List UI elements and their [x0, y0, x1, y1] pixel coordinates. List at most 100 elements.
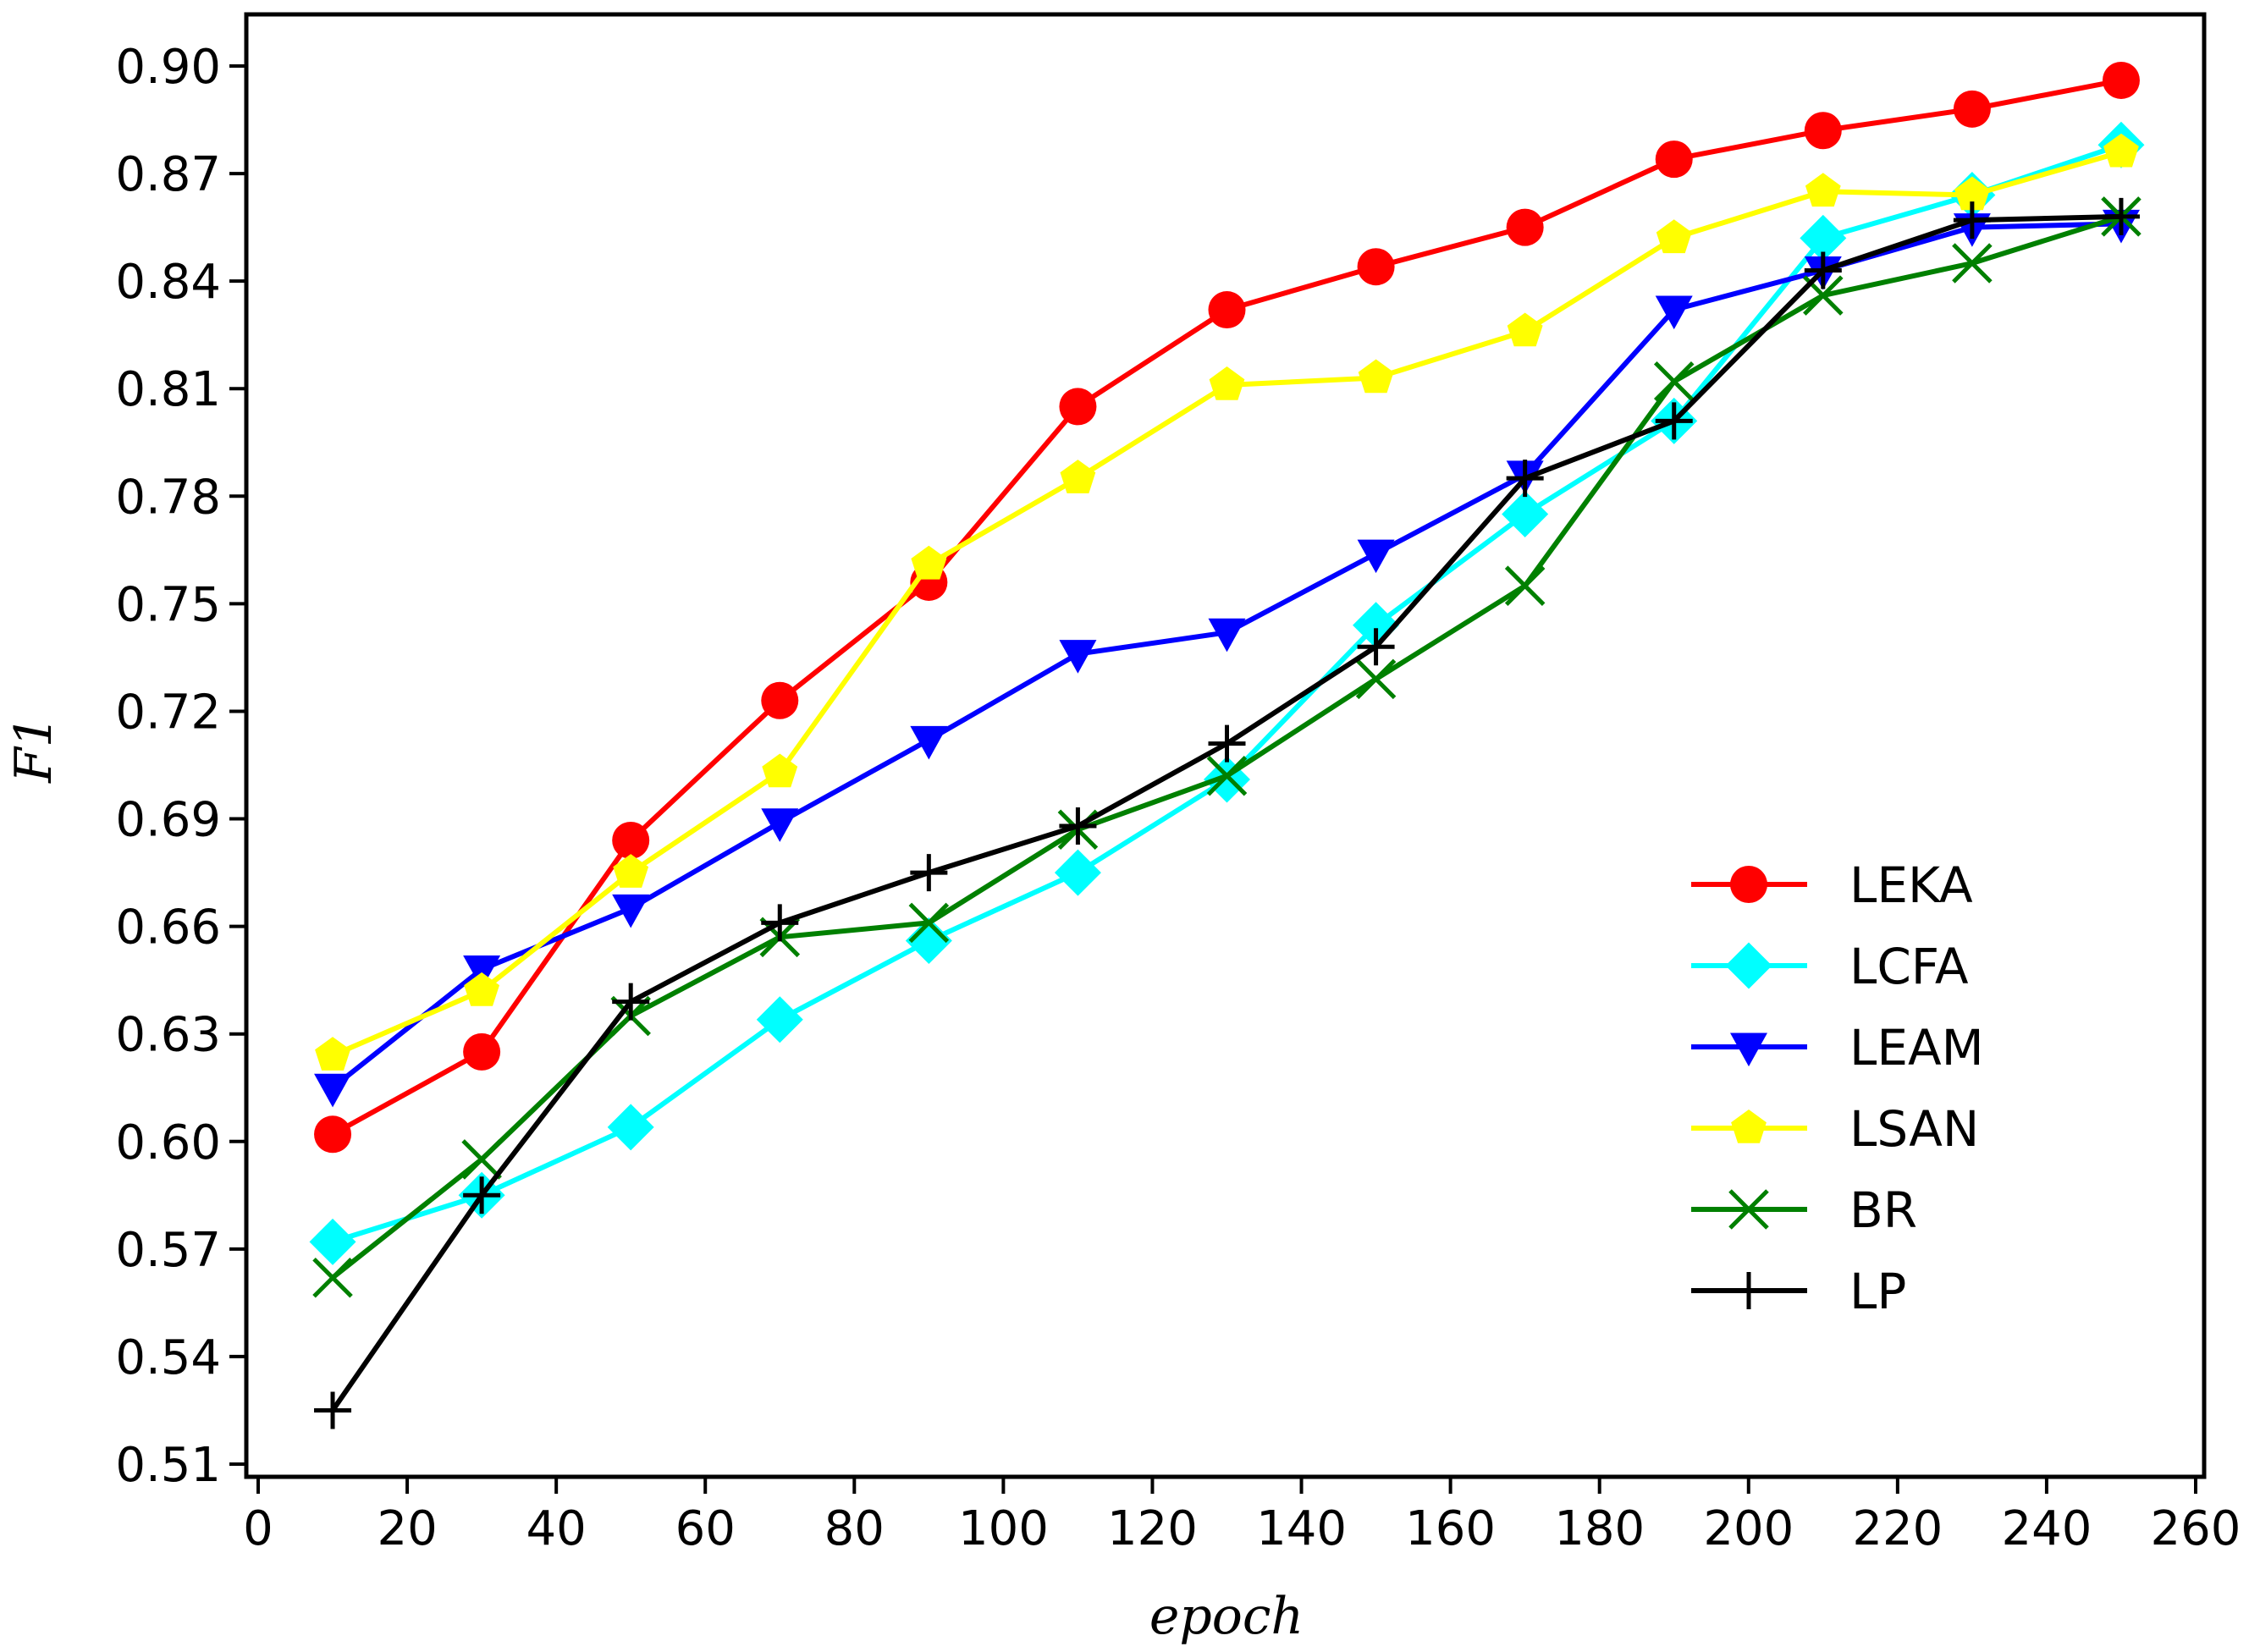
data-point-leka	[463, 1032, 501, 1071]
y-tick-label: 0.72	[115, 685, 221, 740]
data-point-lsan	[2103, 133, 2139, 168]
x-tick-label: 260	[2151, 1501, 2241, 1556]
x-tick-label: 100	[958, 1501, 1049, 1556]
data-point-br	[1653, 361, 1695, 402]
data-point-leam	[463, 955, 501, 989]
series-leka	[314, 61, 2140, 1154]
data-point-lsan	[1507, 312, 1543, 347]
x-tick-label: 120	[1107, 1501, 1198, 1556]
x-tick-label: 40	[526, 1501, 587, 1556]
data-point-lsan	[1060, 460, 1096, 493]
legend-marker-br	[1728, 1189, 1769, 1230]
data-point-lsan	[1954, 176, 1990, 211]
x-tick-label: 80	[824, 1501, 885, 1556]
y-axis: 0.51 0.54 0.57 0.60 0.63 0.66 0.69 0.72 0.75 0.78…	[115, 40, 246, 1493]
data-point-lcfa	[756, 996, 803, 1044]
data-point-leka	[1953, 90, 1991, 128]
legend-item-leka: LEKA	[1691, 856, 1973, 914]
data-point-leka	[1208, 291, 1246, 329]
y-tick-label: 0.54	[115, 1330, 221, 1385]
y-tick-label: 0.90	[115, 40, 221, 95]
legend-label: BR	[1849, 1181, 1917, 1239]
legend-item-lsan: LSAN	[1691, 1100, 1979, 1158]
data-point-br	[908, 902, 950, 944]
data-point-leka	[1804, 112, 1842, 150]
legend-label: LEAM	[1849, 1019, 1984, 1077]
legend-item-leam: LEAM	[1691, 1019, 1984, 1077]
data-point-br	[1355, 658, 1397, 700]
data-point-br	[461, 1139, 502, 1180]
x-tick-label: 180	[1554, 1501, 1645, 1556]
y-tick-label: 0.75	[115, 577, 221, 632]
data-point-leam	[1208, 618, 1246, 653]
x-axis: 0 20 40 60 80 100 120 140 160 180 200 220 240 260	[243, 1477, 2241, 1556]
data-point-leka	[612, 821, 650, 859]
x-tick-label: 240	[2001, 1501, 2092, 1556]
data-point-br	[1952, 243, 1993, 284]
series-lp	[314, 197, 2140, 1429]
legend-item-lcfa: LCFA	[1691, 938, 1969, 995]
data-point-leka	[1357, 248, 1395, 286]
x-tick-label: 0	[243, 1501, 273, 1556]
data-point-lsan	[911, 545, 947, 580]
data-point-lsan	[1358, 359, 1394, 394]
data-point-leam	[761, 808, 799, 842]
x-tick-label: 220	[1852, 1501, 1943, 1556]
data-point-leka	[1059, 388, 1097, 426]
y-tick-label: 0.78	[115, 470, 221, 525]
y-tick-label: 0.81	[115, 362, 221, 417]
data-point-lp	[1357, 628, 1395, 666]
data-point-leam	[612, 894, 650, 928]
plot-area	[309, 61, 2145, 1429]
legend-item-lp: LP	[1691, 1263, 1906, 1320]
data-point-lp	[1953, 201, 1991, 240]
y-tick-label: 0.84	[115, 255, 221, 310]
y-axis-label: F1	[4, 715, 63, 784]
data-point-lsan	[613, 854, 649, 888]
data-point-lsan	[1656, 219, 1692, 254]
data-point-leam	[314, 1073, 352, 1108]
y-tick-label: 0.51	[115, 1438, 221, 1493]
legend-marker-lp	[1730, 1272, 1767, 1309]
legend-marker-leam	[1730, 1032, 1767, 1067]
data-point-lp	[314, 1391, 352, 1429]
data-point-lp	[1655, 402, 1693, 440]
legend-marker-lcfa	[1725, 942, 1772, 989]
data-point-lp	[1208, 724, 1246, 763]
legend-label: LSAN	[1849, 1100, 1979, 1158]
legend-label: LEKA	[1849, 856, 1973, 914]
y-tick-label: 0.87	[115, 147, 221, 202]
data-point-leka	[1655, 140, 1693, 179]
y-tick-label: 0.69	[115, 793, 221, 848]
series-lsan	[315, 133, 2139, 1071]
data-point-lp	[2102, 197, 2140, 235]
y-tick-label: 0.66	[115, 900, 221, 955]
data-point-lsan	[315, 1037, 350, 1071]
data-point-lcfa	[1800, 214, 1847, 262]
data-point-lp	[463, 1176, 501, 1214]
data-point-lcfa	[905, 917, 952, 965]
data-point-lcfa	[607, 1104, 654, 1151]
legend-marker-lsan	[1731, 1110, 1767, 1143]
data-point-lsan	[1209, 366, 1245, 400]
data-point-br	[1206, 755, 1248, 796]
data-point-br	[312, 1257, 353, 1298]
data-point-leka	[1506, 208, 1544, 246]
data-point-lp	[1059, 807, 1097, 845]
legend-label: LP	[1849, 1263, 1906, 1320]
legend: LEKA LCFA LEAM LSAN BR LP	[1691, 856, 1984, 1320]
data-point-lp	[612, 983, 650, 1021]
data-point-leam	[1357, 539, 1395, 574]
x-tick-label: 160	[1405, 1501, 1496, 1556]
data-point-lp	[1804, 251, 1842, 289]
legend-item-br: BR	[1691, 1181, 1917, 1239]
data-point-br	[1504, 565, 1546, 606]
data-point-lsan	[464, 972, 499, 1006]
data-point-leka	[2102, 61, 2140, 99]
data-point-lsan	[1805, 173, 1841, 207]
x-tick-label: 60	[675, 1501, 736, 1556]
legend-label: LCFA	[1849, 938, 1969, 995]
data-point-lsan	[762, 753, 798, 788]
data-point-leam	[910, 725, 948, 760]
data-point-leam	[1655, 295, 1693, 330]
